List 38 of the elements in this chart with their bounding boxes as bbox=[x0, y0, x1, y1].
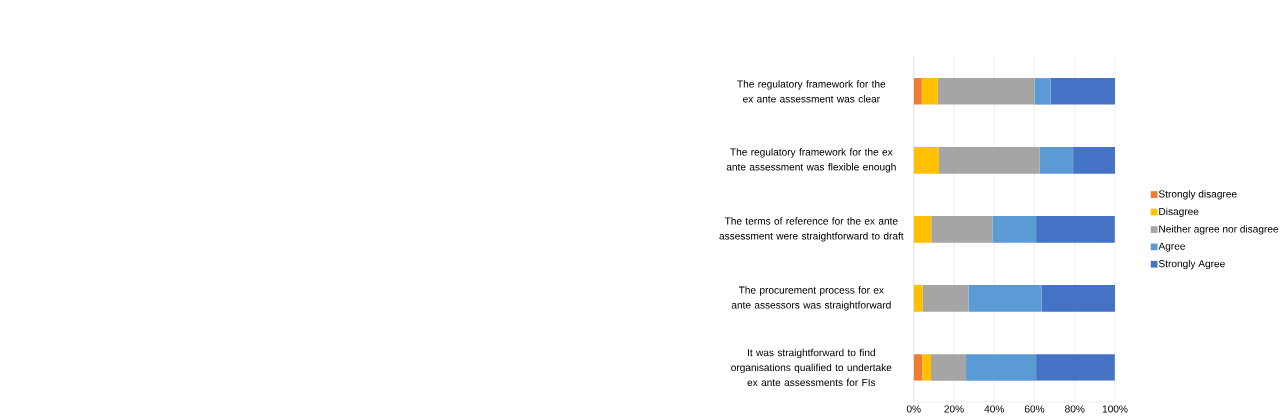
bar bbox=[913, 354, 923, 381]
bar bbox=[922, 354, 932, 381]
legend-label: Strongly Agree bbox=[1158, 259, 1225, 270]
y-tick-label: The regulatory framework for the ex ante assessment was flexible enough bbox=[726, 148, 896, 173]
y-tick-label: The procurement process for ex ante assessors was straightforward bbox=[731, 286, 891, 311]
bar bbox=[1041, 285, 1115, 312]
x-tick-label: 60% bbox=[1024, 405, 1045, 413]
y-tick-label: The regulatory framework for the ex ante assessment was clear bbox=[737, 80, 886, 103]
x-tick-label: 0% bbox=[906, 405, 921, 413]
bar bbox=[913, 147, 939, 174]
bar bbox=[931, 216, 993, 243]
bar bbox=[931, 354, 967, 381]
bar bbox=[921, 78, 938, 105]
bar bbox=[938, 147, 1040, 174]
x-tick-label: 80% bbox=[1065, 405, 1085, 413]
legend-label: Agree bbox=[1158, 242, 1185, 252]
bar bbox=[992, 216, 1037, 243]
bar bbox=[1036, 216, 1115, 243]
y-tick-label: The terms of reference for the ex ante assessment were straightforward to draft bbox=[719, 217, 904, 242]
bar bbox=[913, 216, 932, 243]
legend-label: Neither agree nor disagree bbox=[1159, 225, 1279, 235]
x-tick-label: 20% bbox=[944, 405, 964, 413]
bar bbox=[922, 285, 969, 312]
bar bbox=[913, 78, 922, 105]
y-tick-label: It was straightforward to find organisations qualified to undertake ex ante assessments for FIs bbox=[731, 348, 892, 387]
bar bbox=[913, 285, 923, 312]
bar bbox=[966, 354, 1037, 381]
x-tick-label: 100% bbox=[1102, 405, 1128, 413]
bar bbox=[1039, 147, 1074, 174]
bar bbox=[1036, 354, 1115, 381]
legend-label: Disagree bbox=[1159, 207, 1199, 218]
x-tick-label: 40% bbox=[984, 405, 1004, 413]
bar bbox=[937, 78, 1035, 105]
legend-label: Strongly disagree bbox=[1158, 190, 1237, 200]
bar bbox=[1050, 78, 1115, 105]
bar bbox=[968, 285, 1042, 312]
bar bbox=[1073, 147, 1115, 174]
bar bbox=[1034, 78, 1051, 105]
